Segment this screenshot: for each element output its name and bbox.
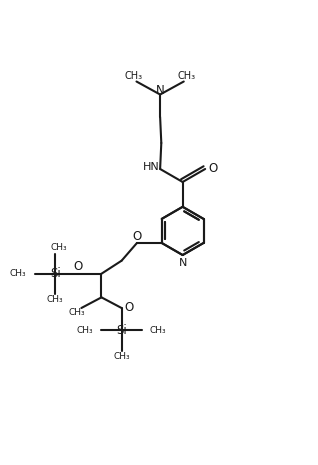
Text: O: O xyxy=(132,230,142,243)
Text: CH₃: CH₃ xyxy=(125,71,143,81)
Text: CH₃: CH₃ xyxy=(9,269,26,278)
Text: Si: Si xyxy=(116,324,127,337)
Text: CH₃: CH₃ xyxy=(77,326,93,335)
Text: HN: HN xyxy=(143,162,160,173)
Text: CH₃: CH₃ xyxy=(177,71,195,81)
Text: CH₃: CH₃ xyxy=(113,352,130,361)
Text: O: O xyxy=(73,260,82,273)
Text: CH₃: CH₃ xyxy=(149,326,166,335)
Text: Si: Si xyxy=(50,267,61,280)
Text: O: O xyxy=(125,301,134,314)
Text: CH₃: CH₃ xyxy=(50,244,67,252)
Text: CH₃: CH₃ xyxy=(68,308,85,317)
Text: O: O xyxy=(208,162,218,175)
Text: N: N xyxy=(156,84,164,97)
Text: N: N xyxy=(178,258,187,268)
Text: CH₃: CH₃ xyxy=(46,295,63,304)
